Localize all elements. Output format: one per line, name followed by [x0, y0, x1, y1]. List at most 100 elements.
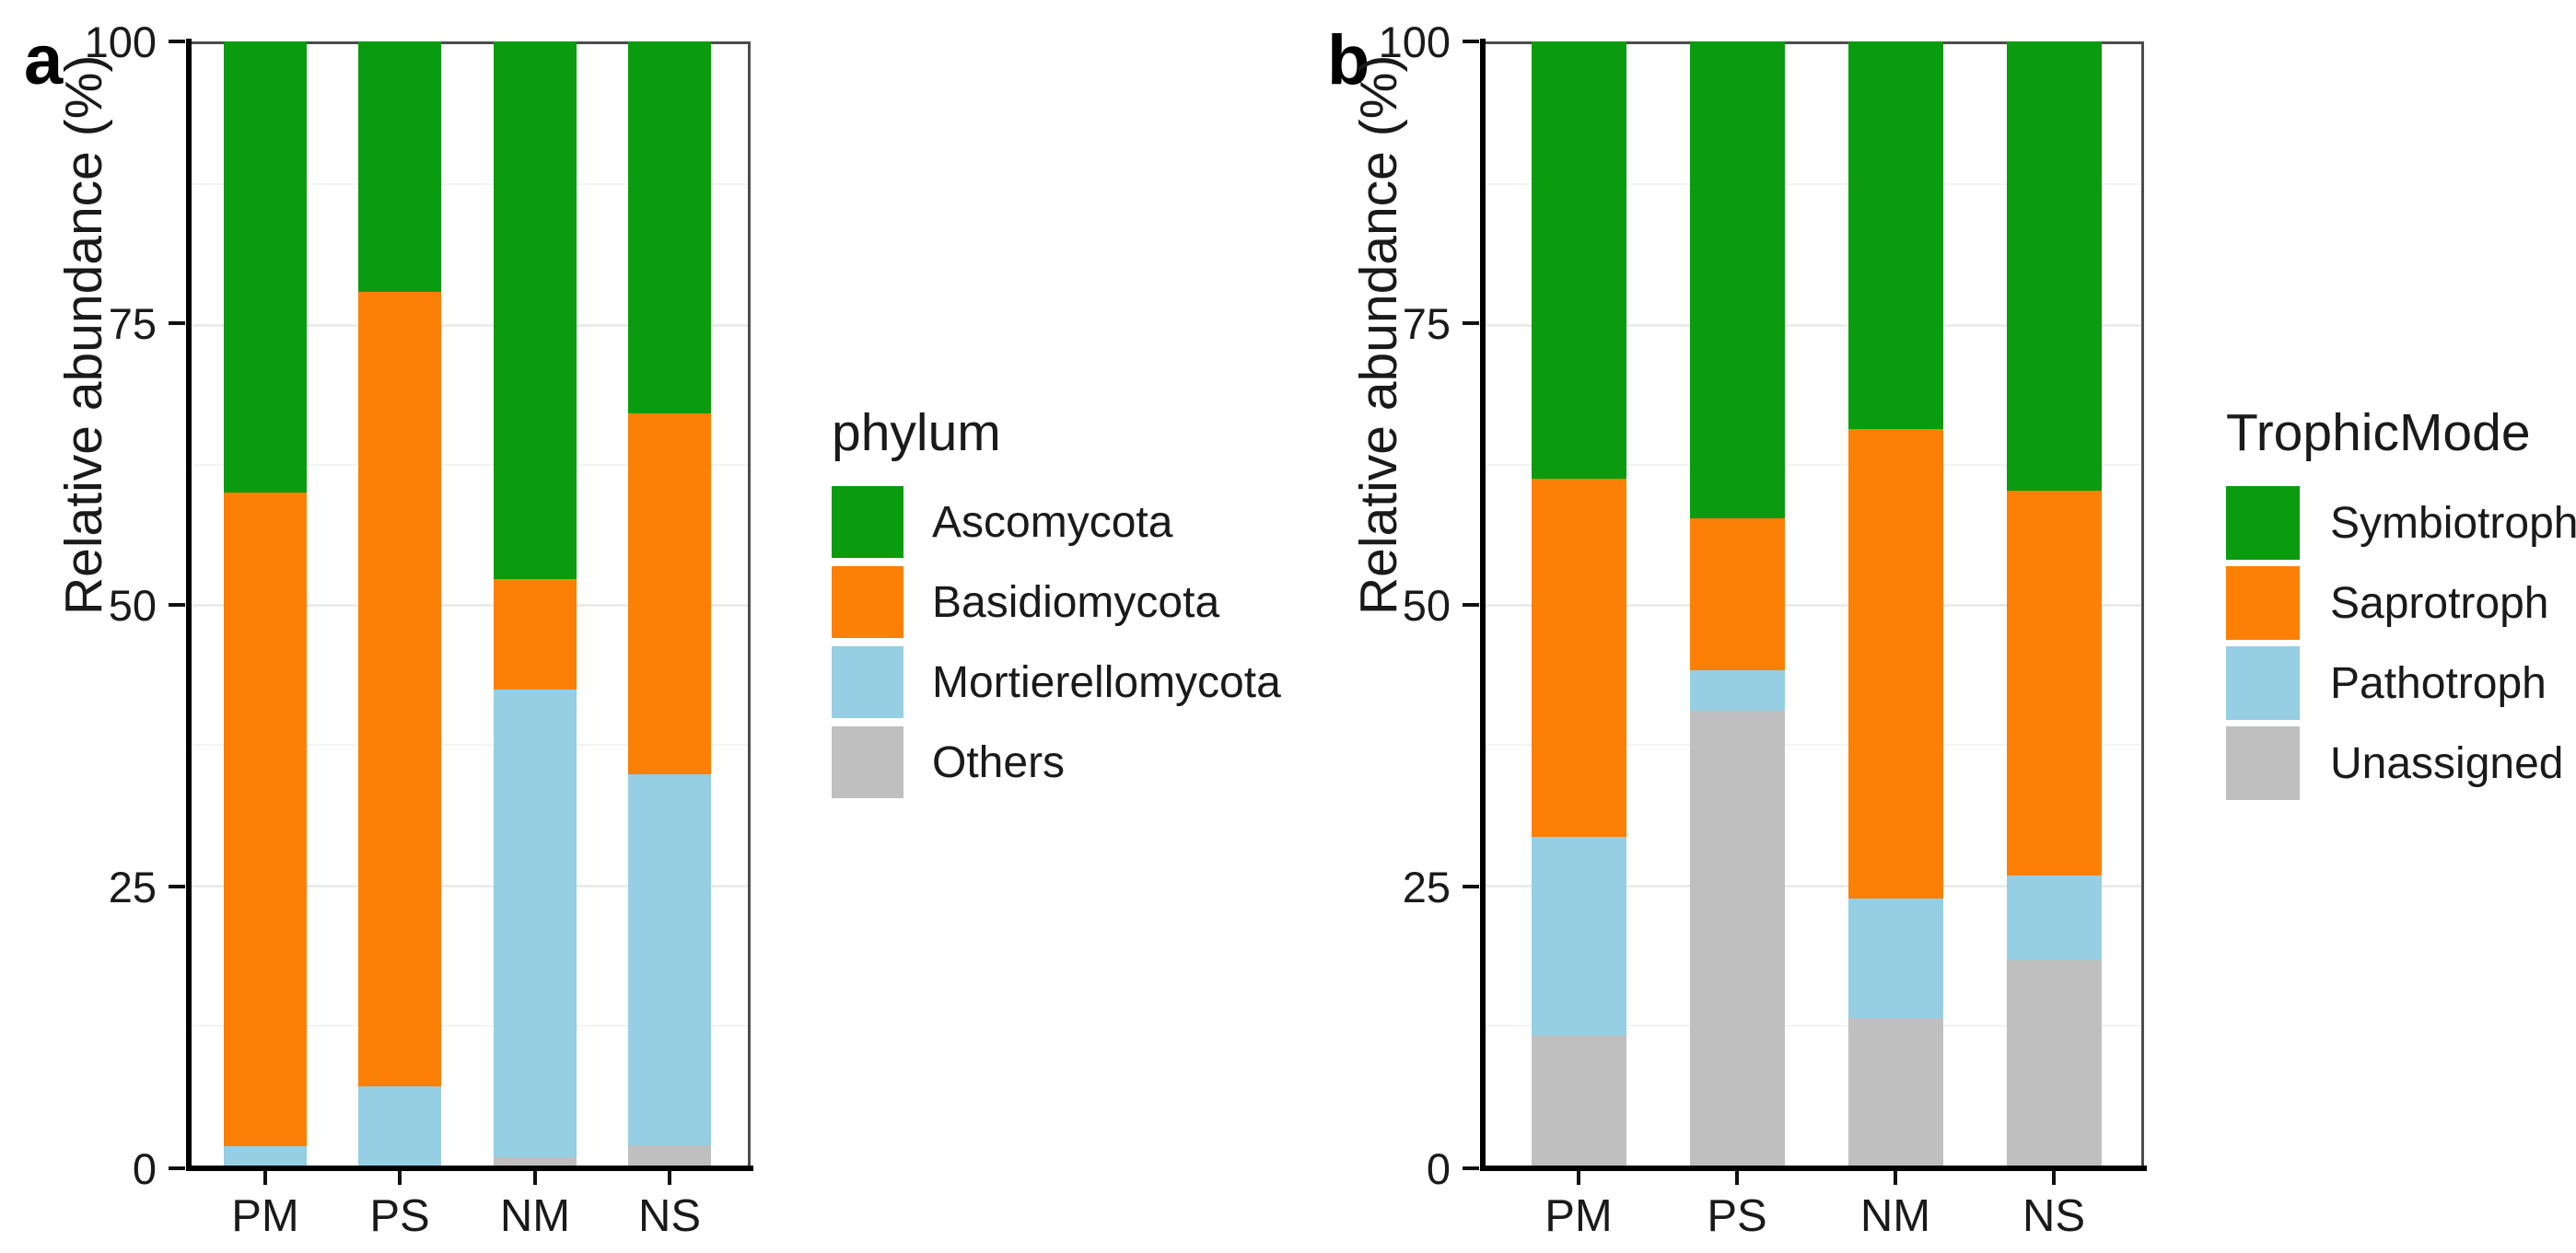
mortierellomycota-segment [494, 689, 577, 1157]
pathotroph-segment [1531, 837, 1626, 1036]
saprotroph-segment [1689, 517, 1785, 670]
panel-label: b [1327, 21, 1370, 99]
x-tick-mark [1894, 1170, 1897, 1185]
legend-swatch-basidiomycota [832, 566, 903, 638]
x-tick-mark [533, 1170, 537, 1185]
x-axis-line [186, 1166, 753, 1171]
legend-label: Mortierellomycota [932, 657, 1281, 707]
gridline-minor [192, 183, 748, 186]
saprotroph-segment [2006, 491, 2102, 876]
gridline-major [192, 604, 748, 607]
legend-label: Others [932, 737, 1066, 787]
pathotroph-segment [1847, 899, 1943, 1019]
pathotroph-segment [2006, 875, 2102, 960]
mortierellomycota-segment [224, 1145, 307, 1166]
gridline-major [1486, 884, 2141, 888]
y-tick-mark [1463, 40, 1479, 43]
legend-swatch-others [832, 726, 903, 798]
legend-swatch-pathotroph [2226, 646, 2300, 720]
bar-NS [628, 41, 711, 1168]
bar-NM [494, 41, 577, 1168]
x-tick-mark [2052, 1170, 2056, 1185]
legend-swatch-symbiotroph [2226, 486, 2300, 560]
unassigned-segment [1689, 711, 1785, 1168]
y-tick-label: 75 [1402, 299, 1451, 348]
saprotroph-segment [1531, 478, 1626, 838]
gridline-minor [192, 463, 748, 466]
gridline-minor [1486, 463, 2141, 466]
mortierellomycota-segment [358, 1085, 441, 1166]
y-tick-label: 50 [108, 581, 157, 630]
bar-PM [1531, 41, 1626, 1168]
y-tick-mark [169, 885, 185, 888]
y-tick-label: 25 [108, 863, 157, 911]
others-segment [494, 1156, 577, 1168]
pathotroph-segment [1689, 669, 1785, 712]
legend-swatch-ascomycota [832, 486, 903, 558]
x-tick-mark [263, 1170, 267, 1185]
y-tick-mark [169, 40, 185, 43]
y-tick-label: 100 [84, 17, 157, 66]
x-tick-label: PM [231, 1191, 299, 1241]
gridline-minor [192, 744, 748, 747]
gridline-minor [1486, 744, 2141, 747]
bar-NS [2006, 41, 2102, 1168]
basidiomycota-segment [224, 492, 307, 1146]
y-tick-mark [1463, 603, 1479, 607]
gridline-minor [1486, 1024, 2141, 1027]
x-tick-mark [1735, 1170, 1739, 1185]
x-tick-label: PS [1707, 1191, 1767, 1241]
bar-NM [1847, 41, 1943, 1168]
ascomycota-segment [224, 41, 307, 493]
gridline-minor [1486, 183, 2141, 186]
gridline-major [192, 884, 748, 888]
y-tick-label: 0 [1426, 1144, 1451, 1193]
y-tick-mark [1463, 885, 1479, 888]
x-tick-mark [398, 1170, 402, 1185]
y-tick-mark [169, 321, 185, 325]
legend-label: Unassigned [2330, 738, 2564, 788]
unassigned-segment [2006, 959, 2102, 1168]
x-tick-label: NS [637, 1191, 702, 1241]
bar-PS [1689, 41, 1785, 1168]
gridline-major [1486, 604, 2141, 607]
y-tick-mark [169, 603, 185, 607]
y-tick-label: 75 [108, 299, 157, 348]
y-tick-label: 50 [1402, 581, 1451, 630]
bar-PM [224, 41, 307, 1168]
x-tick-label: PM [1544, 1191, 1613, 1241]
gridline-minor [192, 1024, 748, 1027]
legend-swatch-saprotroph [2226, 566, 2300, 640]
legend-label: Symbiotroph [2330, 498, 2576, 548]
y-axis-line [186, 39, 192, 1171]
legend-label: Basidiomycota [932, 577, 1220, 627]
y-tick-label: 100 [1378, 17, 1451, 66]
unassigned-segment [1847, 1018, 1943, 1168]
y-tick-label: 25 [1402, 863, 1451, 911]
y-tick-mark [1463, 1166, 1479, 1170]
mortierellomycota-segment [628, 773, 711, 1146]
legend-label: Ascomycota [932, 497, 1173, 547]
x-tick-label: NM [1859, 1191, 1931, 1241]
ascomycota-segment [358, 41, 441, 292]
ascomycota-segment [494, 41, 577, 579]
y-tick-label: 0 [132, 1144, 157, 1193]
y-tick-mark [169, 1166, 185, 1170]
others-segment [628, 1145, 711, 1168]
panel-label: a [24, 21, 64, 99]
legend-label: Saprotroph [2330, 578, 2549, 628]
x-tick-mark [1577, 1170, 1580, 1185]
x-tick-label: NS [2022, 1191, 2086, 1241]
legend-swatch-mortierellomycota [832, 646, 903, 718]
x-tick-label: NM [499, 1191, 571, 1241]
x-tick-label: PS [369, 1191, 430, 1241]
gridline-major [1486, 323, 2141, 327]
legend-label: Pathotroph [2330, 658, 2547, 708]
basidiomycota-segment [494, 578, 577, 690]
unassigned-segment [1531, 1035, 1626, 1168]
basidiomycota-segment [358, 291, 441, 1086]
legend-title: TrophicMode [2226, 403, 2531, 462]
